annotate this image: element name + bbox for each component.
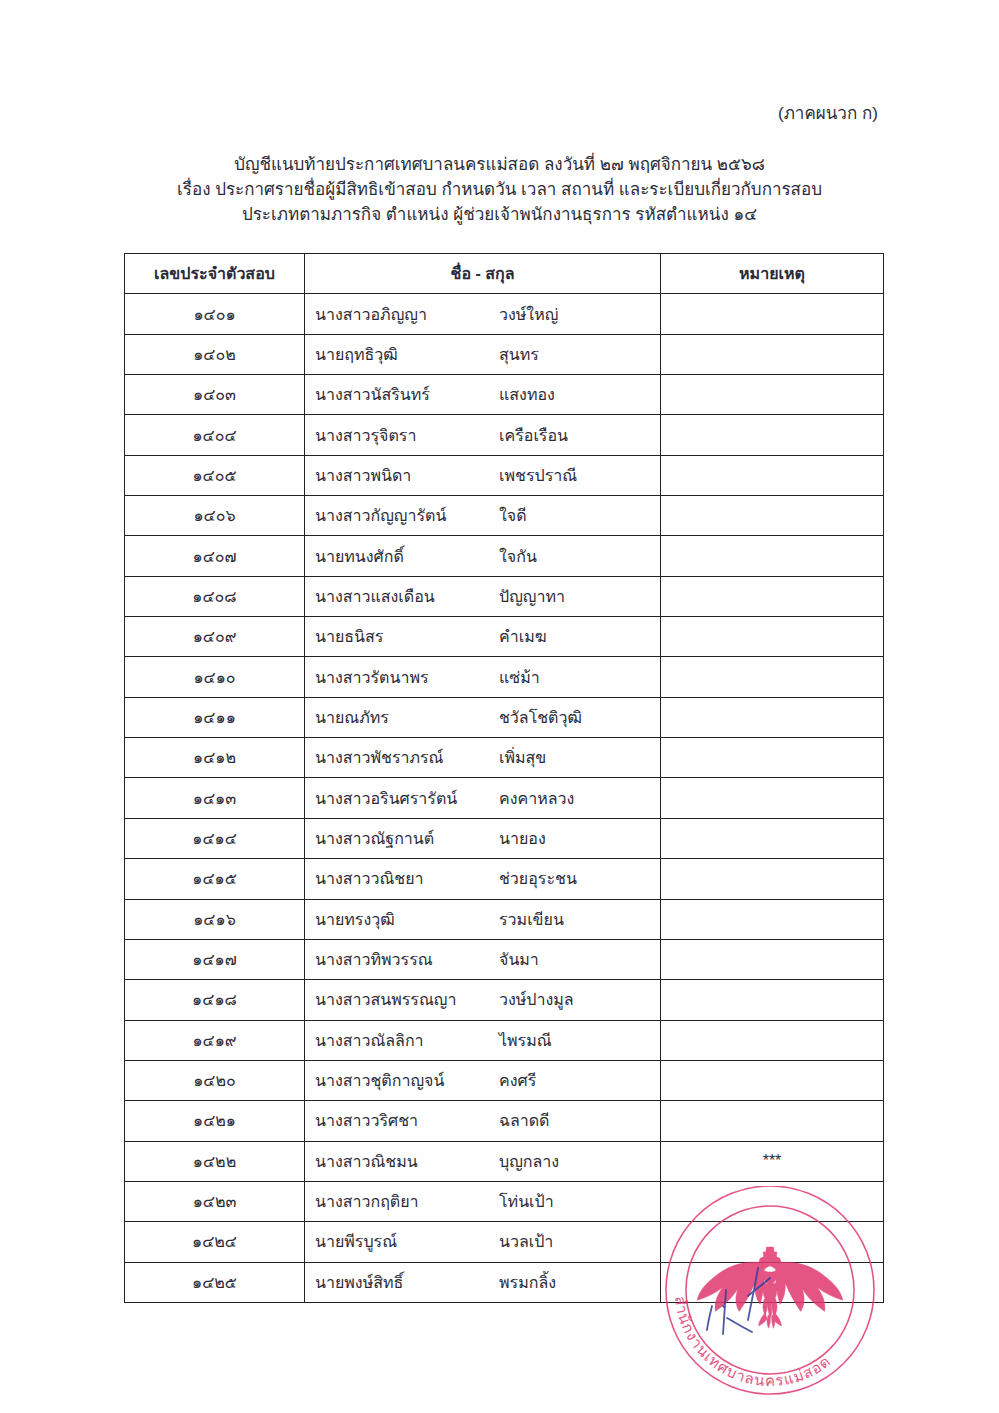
svg-text:สำนักงานเทศบาลนครแม่สอด: สำนักงานเทศบาลนครแม่สอด bbox=[672, 1295, 834, 1389]
